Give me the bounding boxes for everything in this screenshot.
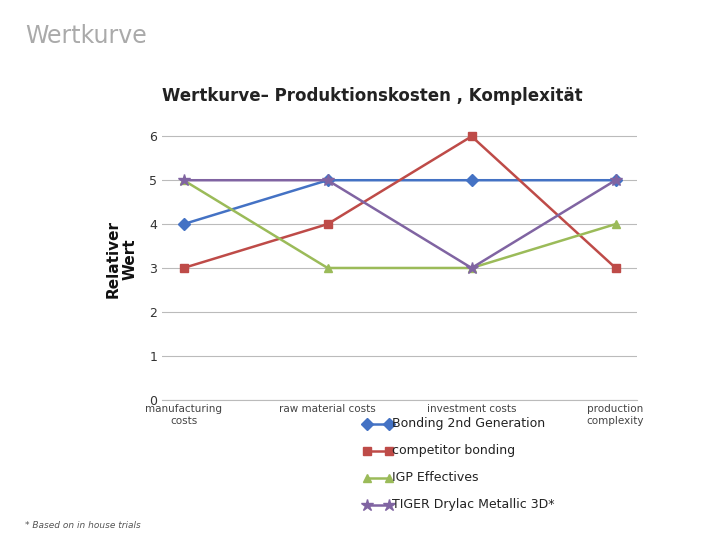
Text: IGP Effectives: IGP Effectives <box>392 471 479 484</box>
Bonding 2nd Generation <box>179 221 188 227</box>
IGP Effectives <box>611 221 620 227</box>
Text: Wertkurve– Produktionskosten , Komplexität: Wertkurve– Produktionskosten , Komplexit… <box>162 87 582 105</box>
competitor bonding <box>179 265 188 271</box>
TIGER Drylac Metallic 3D* <box>467 265 476 271</box>
competitor bonding <box>467 133 476 140</box>
Text: Wertkurve: Wertkurve <box>25 24 147 48</box>
Bonding 2nd Generation <box>323 177 332 184</box>
competitor bonding <box>611 265 620 271</box>
Y-axis label: Relativer
Wert: Relativer Wert <box>106 220 138 298</box>
Line: competitor bonding: competitor bonding <box>179 132 620 272</box>
Bonding 2nd Generation <box>467 177 476 184</box>
Bonding 2nd Generation <box>611 177 620 184</box>
TIGER Drylac Metallic 3D* <box>323 177 332 184</box>
Line: IGP Effectives: IGP Effectives <box>179 176 620 272</box>
Line: TIGER Drylac Metallic 3D*: TIGER Drylac Metallic 3D* <box>177 174 622 274</box>
IGP Effectives <box>467 265 476 271</box>
TIGER Drylac Metallic 3D* <box>179 177 188 184</box>
IGP Effectives <box>323 265 332 271</box>
TIGER Drylac Metallic 3D* <box>611 177 620 184</box>
Text: Bonding 2nd Generation: Bonding 2nd Generation <box>392 417 546 430</box>
Text: TIGER Drylac Metallic 3D*: TIGER Drylac Metallic 3D* <box>392 498 555 511</box>
competitor bonding <box>323 221 332 227</box>
Text: competitor bonding: competitor bonding <box>392 444 516 457</box>
IGP Effectives <box>179 177 188 184</box>
Text: * Based on in house trials: * Based on in house trials <box>25 521 141 530</box>
Line: Bonding 2nd Generation: Bonding 2nd Generation <box>179 176 620 228</box>
